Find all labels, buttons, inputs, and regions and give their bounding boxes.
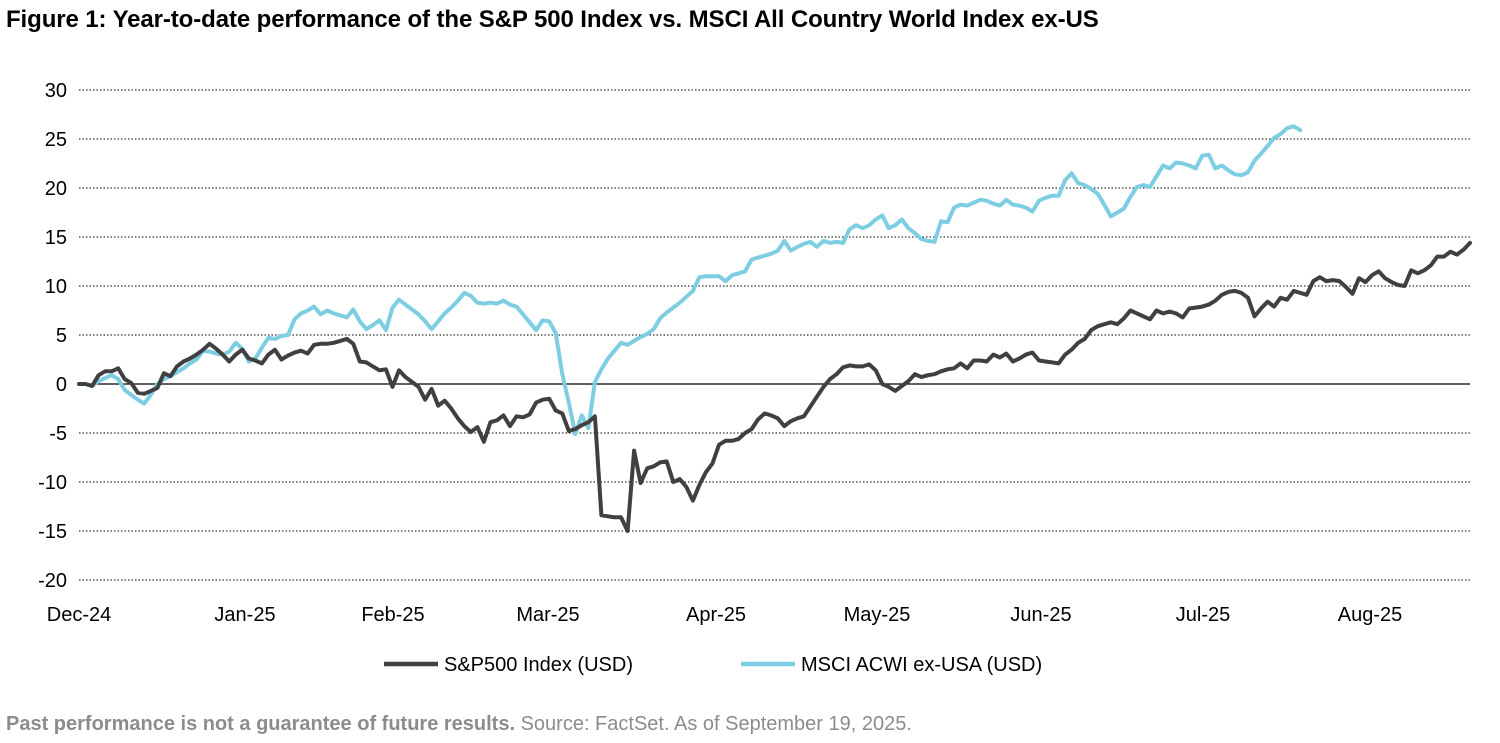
x-tick-label: Aug-25: [1338, 604, 1403, 626]
series-line-s-p500-index-usd: [77, 240, 1472, 533]
series-lines: [77, 124, 1472, 533]
x-tick-label: Mar-25: [516, 604, 579, 626]
y-tick-label: 10: [45, 276, 67, 298]
y-tick-label: -20: [38, 570, 67, 592]
x-tick-label: Apr-25: [686, 604, 746, 626]
footnote: Past performance is not a guarantee of f…: [6, 713, 912, 736]
y-tick-label: 0: [56, 374, 67, 396]
y-tick-label: -15: [38, 521, 67, 543]
x-tick-label: Jul-25: [1176, 604, 1230, 626]
footnote-source: Source: FactSet. As of September 19, 202…: [515, 713, 912, 735]
x-axis-tick-labels: Dec-24 Jan-25 Feb-25 Mar-25 Apr-25 May-25 Jun-…: [47, 604, 1402, 626]
y-axis-tick-labels: 30 25 20 15 10 5 0 -5 -10 -15 -20: [38, 80, 67, 592]
x-tick-label: Feb-25: [361, 604, 424, 626]
y-tick-label: 30: [45, 80, 67, 102]
y-tick-label: 5: [56, 325, 67, 347]
footnote-disclaimer: Past performance is not a guarantee of f…: [6, 713, 516, 735]
x-tick-label: May-25: [844, 604, 911, 626]
line-chart: 30 25 20 15 10 5 0 -5 -10 -15 -20 Dec-24 Jan-25 Feb-…: [38, 80, 1472, 676]
x-tick-label: Jan-25: [214, 604, 275, 626]
grid-lines: [79, 89, 1470, 581]
x-tick-label: Dec-24: [47, 604, 111, 626]
y-tick-label: 20: [45, 178, 67, 200]
y-tick-label: -10: [38, 472, 67, 494]
legend-label-msci-acwi-ex-usa-usd: MSCI ACWI ex-USA (USD): [801, 654, 1042, 676]
y-tick-label: 25: [45, 129, 67, 151]
series-line-msci-acwi-ex-usa-usd: [77, 124, 1303, 436]
x-tick-label: Jun-25: [1010, 604, 1071, 626]
legend-label-s-p500-index-usd: S&P500 Index (USD): [444, 654, 633, 676]
y-tick-label: 15: [45, 227, 67, 249]
legend: S&P500 Index (USD) MSCI ACWI ex-USA (USD): [384, 654, 1042, 676]
y-tick-label: -5: [49, 423, 67, 445]
chart-title: Figure 1: Year-to-date performance of th…: [6, 6, 1099, 33]
